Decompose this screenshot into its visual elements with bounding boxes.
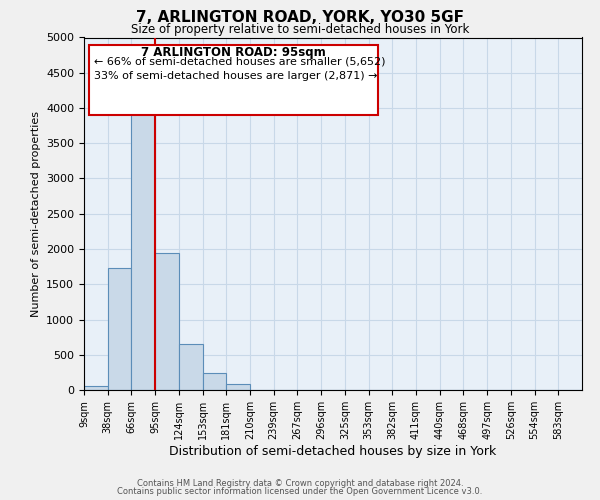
- Text: Contains HM Land Registry data © Crown copyright and database right 2024.: Contains HM Land Registry data © Crown c…: [137, 478, 463, 488]
- Bar: [108, 268, 131, 390]
- Bar: [131, 106, 155, 390]
- Bar: [203, 373, 226, 390]
- Text: Size of property relative to semi-detached houses in York: Size of property relative to semi-detach…: [131, 22, 469, 36]
- Bar: [84, 386, 108, 390]
- Y-axis label: Number of semi-detached properties: Number of semi-detached properties: [31, 111, 41, 317]
- X-axis label: Distribution of semi-detached houses by size in York: Distribution of semi-detached houses by …: [169, 444, 497, 458]
- Text: 7, ARLINGTON ROAD, YORK, YO30 5GF: 7, ARLINGTON ROAD, YORK, YO30 5GF: [136, 10, 464, 25]
- FancyBboxPatch shape: [89, 44, 378, 115]
- Text: Contains public sector information licensed under the Open Government Licence v3: Contains public sector information licen…: [118, 487, 482, 496]
- Bar: [179, 344, 203, 390]
- Bar: [155, 252, 179, 390]
- Text: 33% of semi-detached houses are larger (2,871) →: 33% of semi-detached houses are larger (…: [94, 71, 377, 81]
- Text: 7 ARLINGTON ROAD: 95sqm: 7 ARLINGTON ROAD: 95sqm: [141, 46, 326, 60]
- Text: ← 66% of semi-detached houses are smaller (5,652): ← 66% of semi-detached houses are smalle…: [94, 57, 385, 67]
- Bar: [226, 384, 250, 390]
